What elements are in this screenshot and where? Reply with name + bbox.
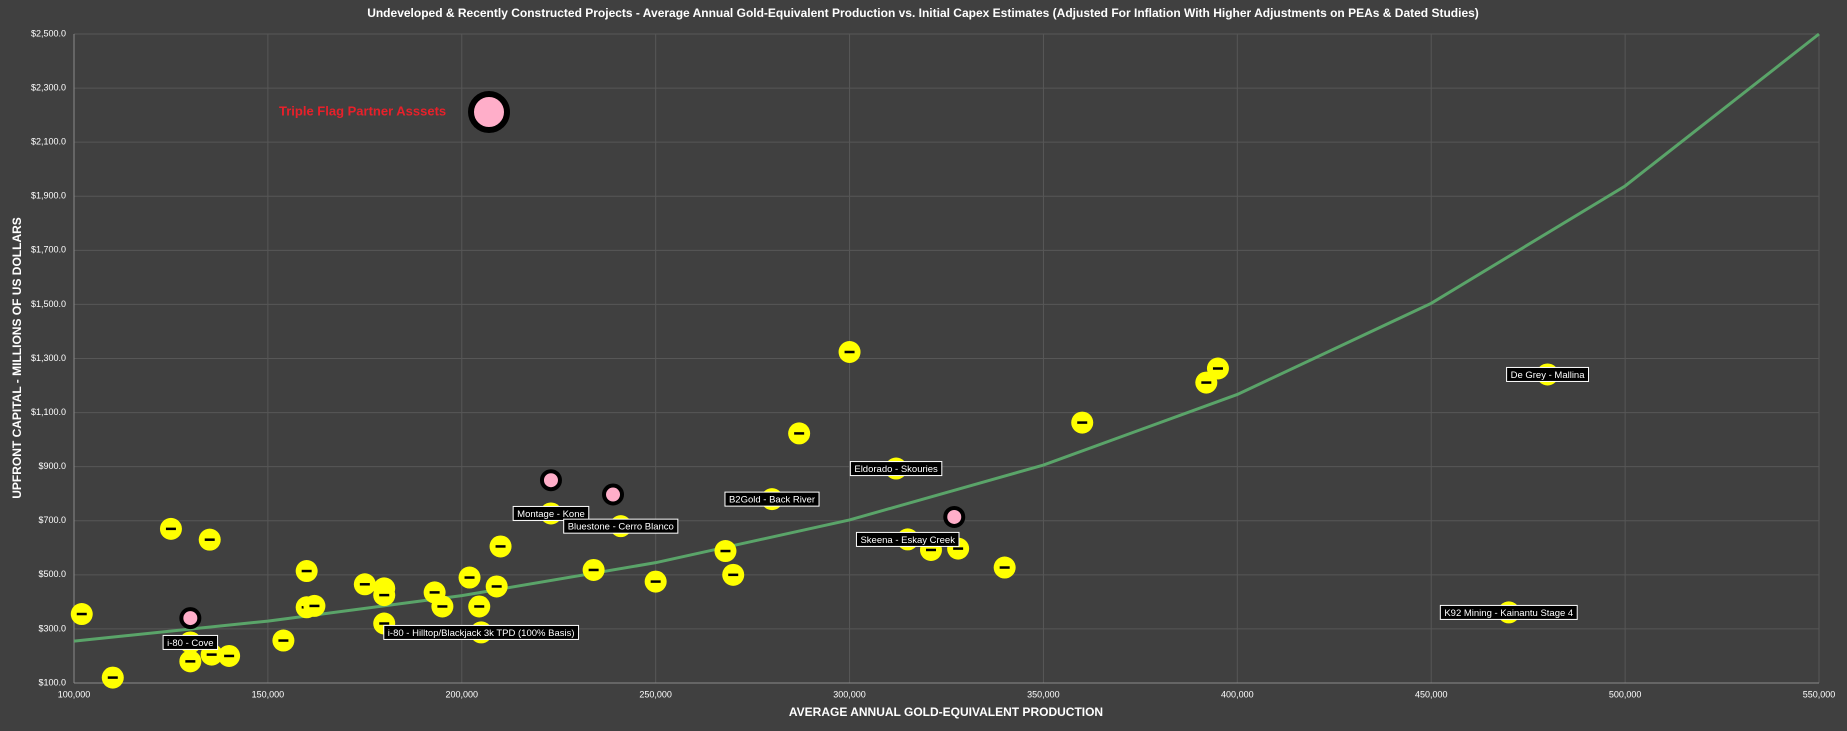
point-label-text: B2Gold - Back River <box>729 495 815 506</box>
point-label-text: i-80 - Hilltop/Blackjack 3k TPD (100% Ba… <box>388 628 575 639</box>
point-label-text: Bluestone - Cerro Blanco <box>568 522 674 533</box>
point-label: De Grey - Mallina <box>1506 366 1590 382</box>
x-tick-label: 550,000 <box>1803 689 1836 699</box>
y-tick-label: $1,300.0 <box>31 353 66 363</box>
point-label-text: Montage - Kone <box>517 509 585 520</box>
y-tick-label: $500.0 <box>38 569 66 579</box>
point-label-text: K92 Mining - Kainantu Stage 4 <box>1444 608 1573 619</box>
x-tick-label: 250,000 <box>639 689 672 699</box>
y-tick-label: $2,500.0 <box>31 28 66 38</box>
y-axis-label: UPFRONT CAPITAL - MILLIONS OF US DOLLARS <box>10 217 24 499</box>
y-tick-label: $100.0 <box>38 677 66 687</box>
y-tick-label: $1,100.0 <box>31 407 66 417</box>
legend-label: Triple Flag Partner Asssets <box>279 103 446 118</box>
x-tick-label: 150,000 <box>252 689 285 699</box>
point-label-text: Skeena - Eskay Creek <box>860 535 955 546</box>
x-tick-label: 450,000 <box>1415 689 1448 699</box>
point-label: i-80 - Cove <box>162 634 219 650</box>
bubble <box>602 483 625 506</box>
bubble <box>179 607 202 630</box>
trendline <box>73 32 1820 643</box>
point-label-box <box>162 634 219 650</box>
point-label-box <box>724 491 820 507</box>
point-label-box <box>1439 604 1578 620</box>
x-tick-label: 500,000 <box>1609 689 1642 699</box>
y-tick-label: $1,900.0 <box>31 191 66 201</box>
point-label-box <box>512 505 590 521</box>
y-tick-label: $2,100.0 <box>31 137 66 147</box>
point-label-text: Eldorado - Skouries <box>854 464 938 475</box>
point-label: Montage - Kone <box>512 505 590 521</box>
legend-marker <box>468 91 510 133</box>
point-label: K92 Mining - Kainantu Stage 4 <box>1439 604 1578 620</box>
bubble <box>539 469 562 492</box>
point-label: B2Gold - Back River <box>724 491 820 507</box>
point-label: Skeena - Eskay Creek <box>855 531 960 547</box>
y-tick-label: $2,300.0 <box>31 82 66 92</box>
point-label: Bluestone - Cerro Blanco <box>563 518 679 534</box>
x-tick-label: 100,000 <box>58 689 91 699</box>
x-tick-label: 400,000 <box>1221 689 1254 699</box>
point-label-box <box>855 531 960 547</box>
point-label-box <box>383 624 580 640</box>
y-tick-label: $700.0 <box>38 515 66 525</box>
chart-title: Undeveloped & Recently Constructed Proje… <box>367 6 1479 20</box>
point-label-text: De Grey - Mallina <box>1511 370 1586 381</box>
y-tick-label: $900.0 <box>38 461 66 471</box>
point-label: i-80 - Hilltop/Blackjack 3k TPD (100% Ba… <box>383 624 580 640</box>
y-tick-label: $1,500.0 <box>31 299 66 309</box>
x-tick-label: 350,000 <box>1027 689 1060 699</box>
y-tick-label: $300.0 <box>38 623 66 633</box>
x-axis-label: AVERAGE ANNUAL GOLD-EQUIVALENT PRODUCTIO… <box>789 705 1103 719</box>
point-label: Eldorado - Skouries <box>849 461 943 477</box>
x-tick-label: 200,000 <box>446 689 479 699</box>
point-label-box <box>849 461 943 477</box>
point-label-box <box>563 518 679 534</box>
x-tick-label: 300,000 <box>833 689 866 699</box>
bubble <box>943 505 966 528</box>
y-tick-label: $1,700.0 <box>31 245 66 255</box>
point-label-box <box>1506 366 1590 382</box>
point-label-text: i-80 - Cove <box>167 638 213 649</box>
